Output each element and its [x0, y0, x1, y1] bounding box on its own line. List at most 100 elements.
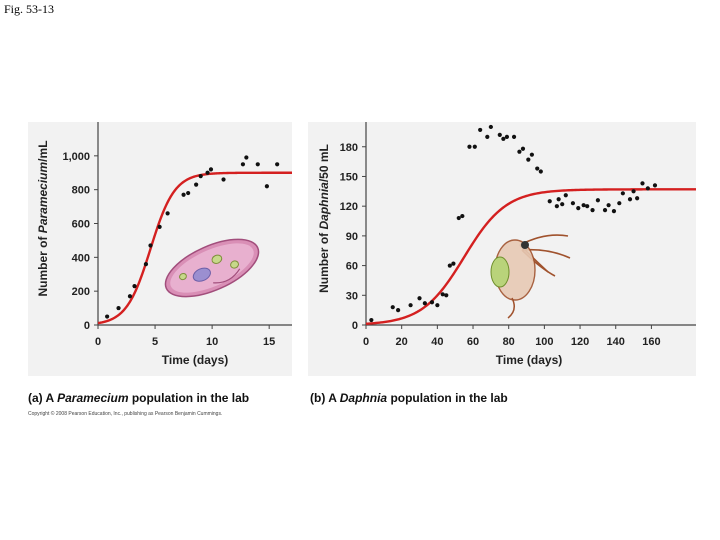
data-point — [127, 294, 133, 299]
data-point — [429, 300, 435, 305]
data-point — [157, 224, 162, 229]
data-point — [635, 196, 640, 201]
data-point — [132, 283, 137, 289]
y-tick-label: 120 — [340, 201, 358, 213]
data-point — [563, 193, 568, 198]
paramecium-nucleus — [192, 267, 211, 282]
x-tick-label: 80 — [503, 336, 515, 348]
caption-b: (b) A Daphnia population in the lab — [310, 391, 508, 405]
x-tick-label: 120 — [571, 336, 589, 348]
logistic-curve — [365, 188, 696, 325]
data-point — [456, 215, 461, 221]
y-tick-label: 200 — [72, 286, 90, 298]
data-point — [652, 183, 658, 188]
data-point — [640, 181, 645, 186]
data-point — [440, 292, 445, 297]
daphnia-eye — [521, 241, 529, 249]
data-point — [447, 263, 452, 268]
y-tick-label: 800 — [72, 185, 90, 197]
data-point — [396, 308, 401, 313]
data-point — [116, 305, 121, 311]
data-point — [240, 162, 246, 167]
y-tick-label: 1,000 — [62, 151, 90, 163]
data-point — [631, 189, 636, 194]
data-point — [148, 243, 153, 248]
data-point — [244, 155, 249, 160]
data-point — [488, 124, 493, 130]
data-point — [435, 303, 440, 308]
paramecium-vacuole — [211, 254, 223, 264]
data-point — [535, 166, 540, 171]
data-point — [602, 208, 608, 213]
data-point — [570, 201, 576, 206]
data-point — [595, 198, 600, 203]
y-tick-label: 0 — [352, 320, 358, 332]
data-point — [501, 136, 506, 141]
data-point — [369, 317, 374, 323]
data-point — [576, 206, 581, 211]
chart-a: 0 200 400 600 800 1,000 0 5 10 15 Time (days) Numbe… — [36, 122, 292, 367]
x-axis-title: Time (days) — [496, 353, 562, 367]
paramecium-vacuole — [179, 272, 187, 281]
y-tick-label: 0 — [84, 320, 90, 332]
y-tick-label: 600 — [72, 219, 90, 231]
paramecium-vacuole — [230, 260, 239, 269]
data-point — [485, 134, 490, 139]
data-point — [627, 197, 633, 202]
x-tick-label: 140 — [607, 336, 625, 348]
data-point — [205, 170, 210, 175]
daphnia-illustration — [490, 234, 571, 319]
data-point — [198, 174, 203, 179]
data-point — [181, 192, 186, 197]
y-tick-label: 30 — [346, 290, 358, 302]
data-point — [529, 152, 534, 157]
data-point — [460, 213, 465, 219]
x-tick-label: 160 — [642, 336, 660, 348]
data-point — [165, 211, 170, 216]
daphnia-tail — [507, 297, 515, 319]
x-tick-label: 0 — [363, 336, 369, 348]
data-point — [617, 201, 622, 206]
y-tick-label: 400 — [72, 252, 90, 264]
x-tick-label: 10 — [206, 336, 218, 348]
data-point — [581, 203, 586, 208]
data-point — [497, 132, 502, 137]
x-tick-label: 15 — [263, 336, 275, 348]
data-point — [517, 149, 522, 154]
data-point — [264, 184, 269, 189]
data-point — [504, 134, 510, 139]
data-point — [194, 182, 199, 187]
logistic-curve — [97, 171, 292, 325]
data-point — [422, 301, 427, 306]
x-tick-label: 100 — [535, 336, 553, 348]
data-point — [221, 177, 226, 182]
data-point — [390, 305, 395, 310]
data-point — [547, 199, 552, 204]
data-point — [408, 303, 413, 308]
data-point — [620, 191, 625, 196]
data-point — [255, 162, 260, 167]
y-axis-title: Number of Daphnia/50 mL — [317, 144, 331, 293]
data-point — [275, 162, 280, 167]
paramecium-inner — [170, 243, 254, 293]
data-point — [105, 314, 110, 319]
data-point — [143, 262, 149, 267]
data-point — [611, 209, 617, 214]
data-point — [208, 167, 214, 172]
data-point — [560, 202, 565, 207]
y-tick-label: 60 — [346, 261, 358, 273]
data-point — [590, 208, 595, 213]
data-point — [478, 127, 483, 133]
data-point — [538, 169, 543, 174]
x-tick-label: 60 — [467, 336, 479, 348]
data-point — [511, 134, 517, 139]
x-tick-label: 40 — [431, 336, 443, 348]
x-axis-title: Time (days) — [162, 353, 228, 367]
y-tick-label: 180 — [340, 142, 358, 154]
data-point — [520, 146, 526, 151]
data-point — [585, 204, 590, 209]
data-point — [554, 204, 559, 209]
chart-b: 0 30 60 90 120 150 180 0 20 40 60 80 100 120 140 160 Tim… — [317, 122, 696, 367]
copyright-notice: Copyright © 2008 Pearson Education, Inc.… — [28, 411, 223, 417]
